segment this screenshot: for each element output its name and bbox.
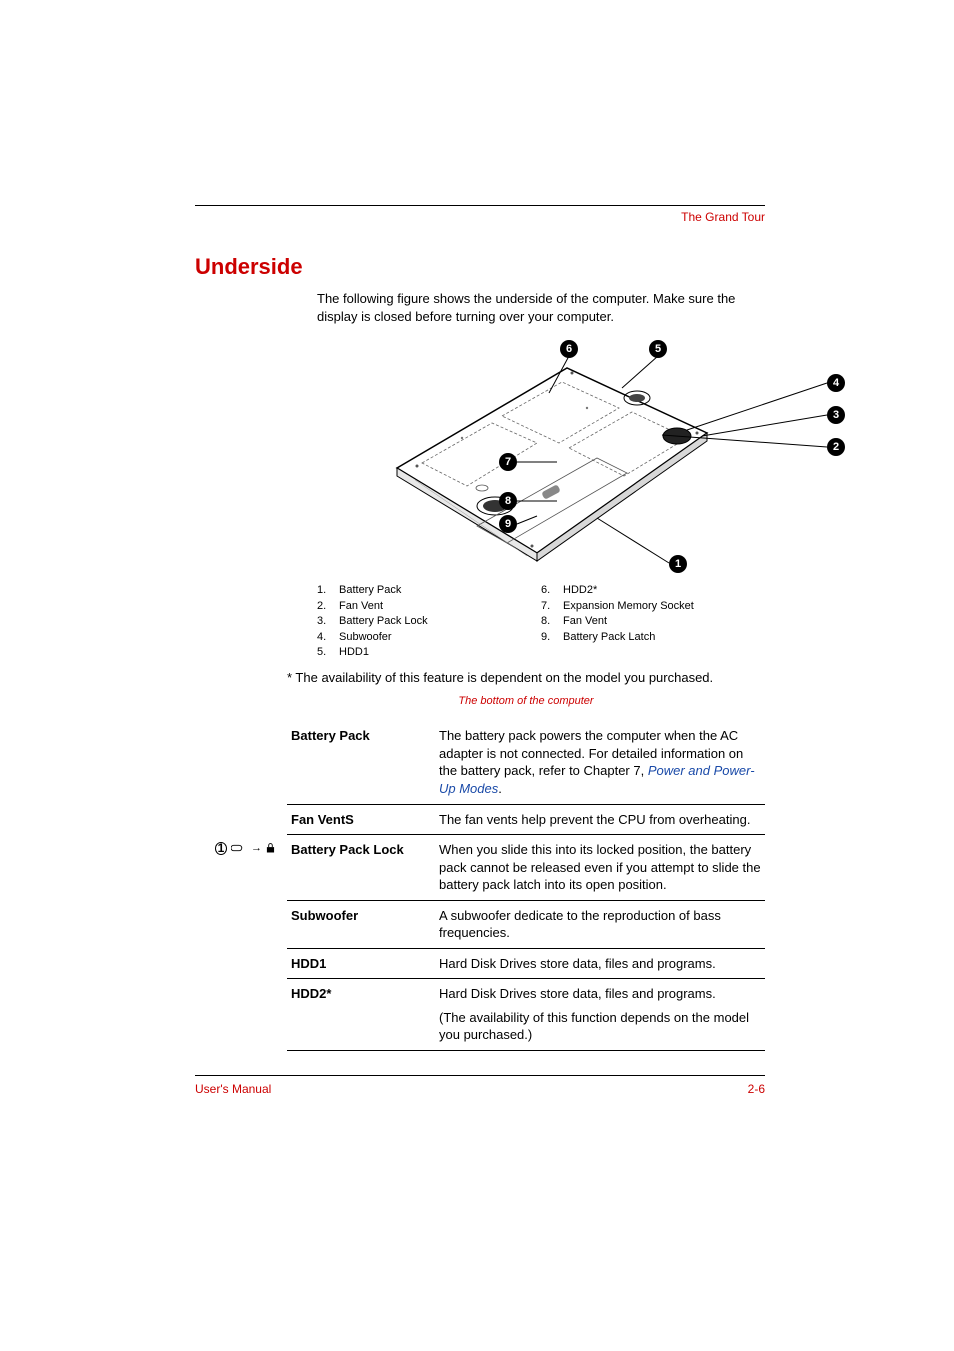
desc-label: HDD2*: [287, 979, 435, 1051]
legend-number: 2.: [317, 599, 339, 614]
legend-item: 2.Fan Vent: [317, 599, 541, 614]
table-row: SubwooferA subwoofer dedicate to the rep…: [287, 900, 765, 948]
desc-text: When you slide this into its locked posi…: [435, 835, 765, 901]
availability-note: * The availability of this feature is de…: [287, 670, 765, 685]
chapter-title: The Grand Tour: [195, 210, 765, 224]
description-table: Battery PackThe battery pack powers the …: [287, 721, 765, 1051]
footer-right: 2-6: [748, 1082, 765, 1096]
legend-text: Subwoofer: [339, 630, 392, 645]
legend-number: 5.: [317, 645, 339, 660]
desc-label: Subwoofer: [287, 900, 435, 948]
legend-item: 5.HDD1: [317, 645, 541, 660]
desc-text: Hard Disk Drives store data, files and p…: [435, 979, 765, 1051]
battery-lock-icon: 1 →: [215, 841, 275, 856]
page-footer: User's Manual 2-6: [195, 1075, 765, 1096]
table-row: Battery PackThe battery pack powers the …: [287, 721, 765, 804]
desc-label: Fan VentS: [287, 804, 435, 835]
legend-number: 1.: [317, 583, 339, 598]
table-row: Battery Pack Lock1 →When you slide this …: [287, 835, 765, 901]
cross-reference-link[interactable]: Power and Power-Up Modes: [439, 763, 755, 796]
legend-text: Battery Pack Latch: [563, 630, 655, 645]
legend-text: Fan Vent: [563, 614, 607, 629]
legend-text: Battery Pack: [339, 583, 401, 598]
desc-text: Hard Disk Drives store data, files and p…: [435, 948, 765, 979]
legend-item: 6.HDD2*: [541, 583, 765, 598]
figure-laptop-underside: 654327891: [317, 338, 765, 573]
legend-item: 3.Battery Pack Lock: [317, 614, 541, 629]
laptop-illustration: [387, 358, 717, 578]
desc-text: A subwoofer dedicate to the reproduction…: [435, 900, 765, 948]
legend-item: 1.Battery Pack: [317, 583, 541, 598]
legend-item: 8.Fan Vent: [541, 614, 765, 629]
legend-text: HDD1: [339, 645, 369, 660]
legend-number: 9.: [541, 630, 563, 645]
legend-text: Battery Pack Lock: [339, 614, 428, 629]
callout-badge-5: 5: [649, 340, 667, 358]
legend-item: 9.Battery Pack Latch: [541, 630, 765, 645]
intro-paragraph: The following figure shows the underside…: [317, 290, 765, 326]
legend-number: 8.: [541, 614, 563, 629]
figure-legend: 1.Battery Pack2.Fan Vent3.Battery Pack L…: [317, 583, 765, 660]
figure-caption: The bottom of the computer: [287, 695, 765, 707]
legend-text: HDD2*: [563, 583, 597, 598]
section-title: Underside: [195, 254, 765, 280]
desc-text: The battery pack powers the computer whe…: [435, 721, 765, 804]
desc-text-extra: (The availability of this function depen…: [439, 1009, 761, 1044]
legend-number: 4.: [317, 630, 339, 645]
legend-number: 6.: [541, 583, 563, 598]
legend-item: 4.Subwoofer: [317, 630, 541, 645]
desc-label: Battery Pack Lock1 →: [287, 835, 435, 901]
callout-badge-2: 2: [827, 438, 845, 456]
legend-text: Expansion Memory Socket: [563, 599, 694, 614]
callout-badge-4: 4: [827, 374, 845, 392]
footer-left: User's Manual: [195, 1082, 271, 1096]
description-table-wrapper: Battery PackThe battery pack powers the …: [195, 721, 765, 1051]
callout-badge-6: 6: [560, 340, 578, 358]
desc-label: HDD1: [287, 948, 435, 979]
table-row: Fan VentSThe fan vents help prevent the …: [287, 804, 765, 835]
callout-badge-3: 3: [827, 406, 845, 424]
legend-text: Fan Vent: [339, 599, 383, 614]
header-rule: [195, 205, 765, 206]
table-row: HDD1Hard Disk Drives store data, files a…: [287, 948, 765, 979]
table-row: HDD2*Hard Disk Drives store data, files …: [287, 979, 765, 1051]
desc-label: Battery Pack: [287, 721, 435, 804]
legend-item: 7.Expansion Memory Socket: [541, 599, 765, 614]
legend-number: 7.: [541, 599, 563, 614]
legend-number: 3.: [317, 614, 339, 629]
desc-text: The fan vents help prevent the CPU from …: [435, 804, 765, 835]
